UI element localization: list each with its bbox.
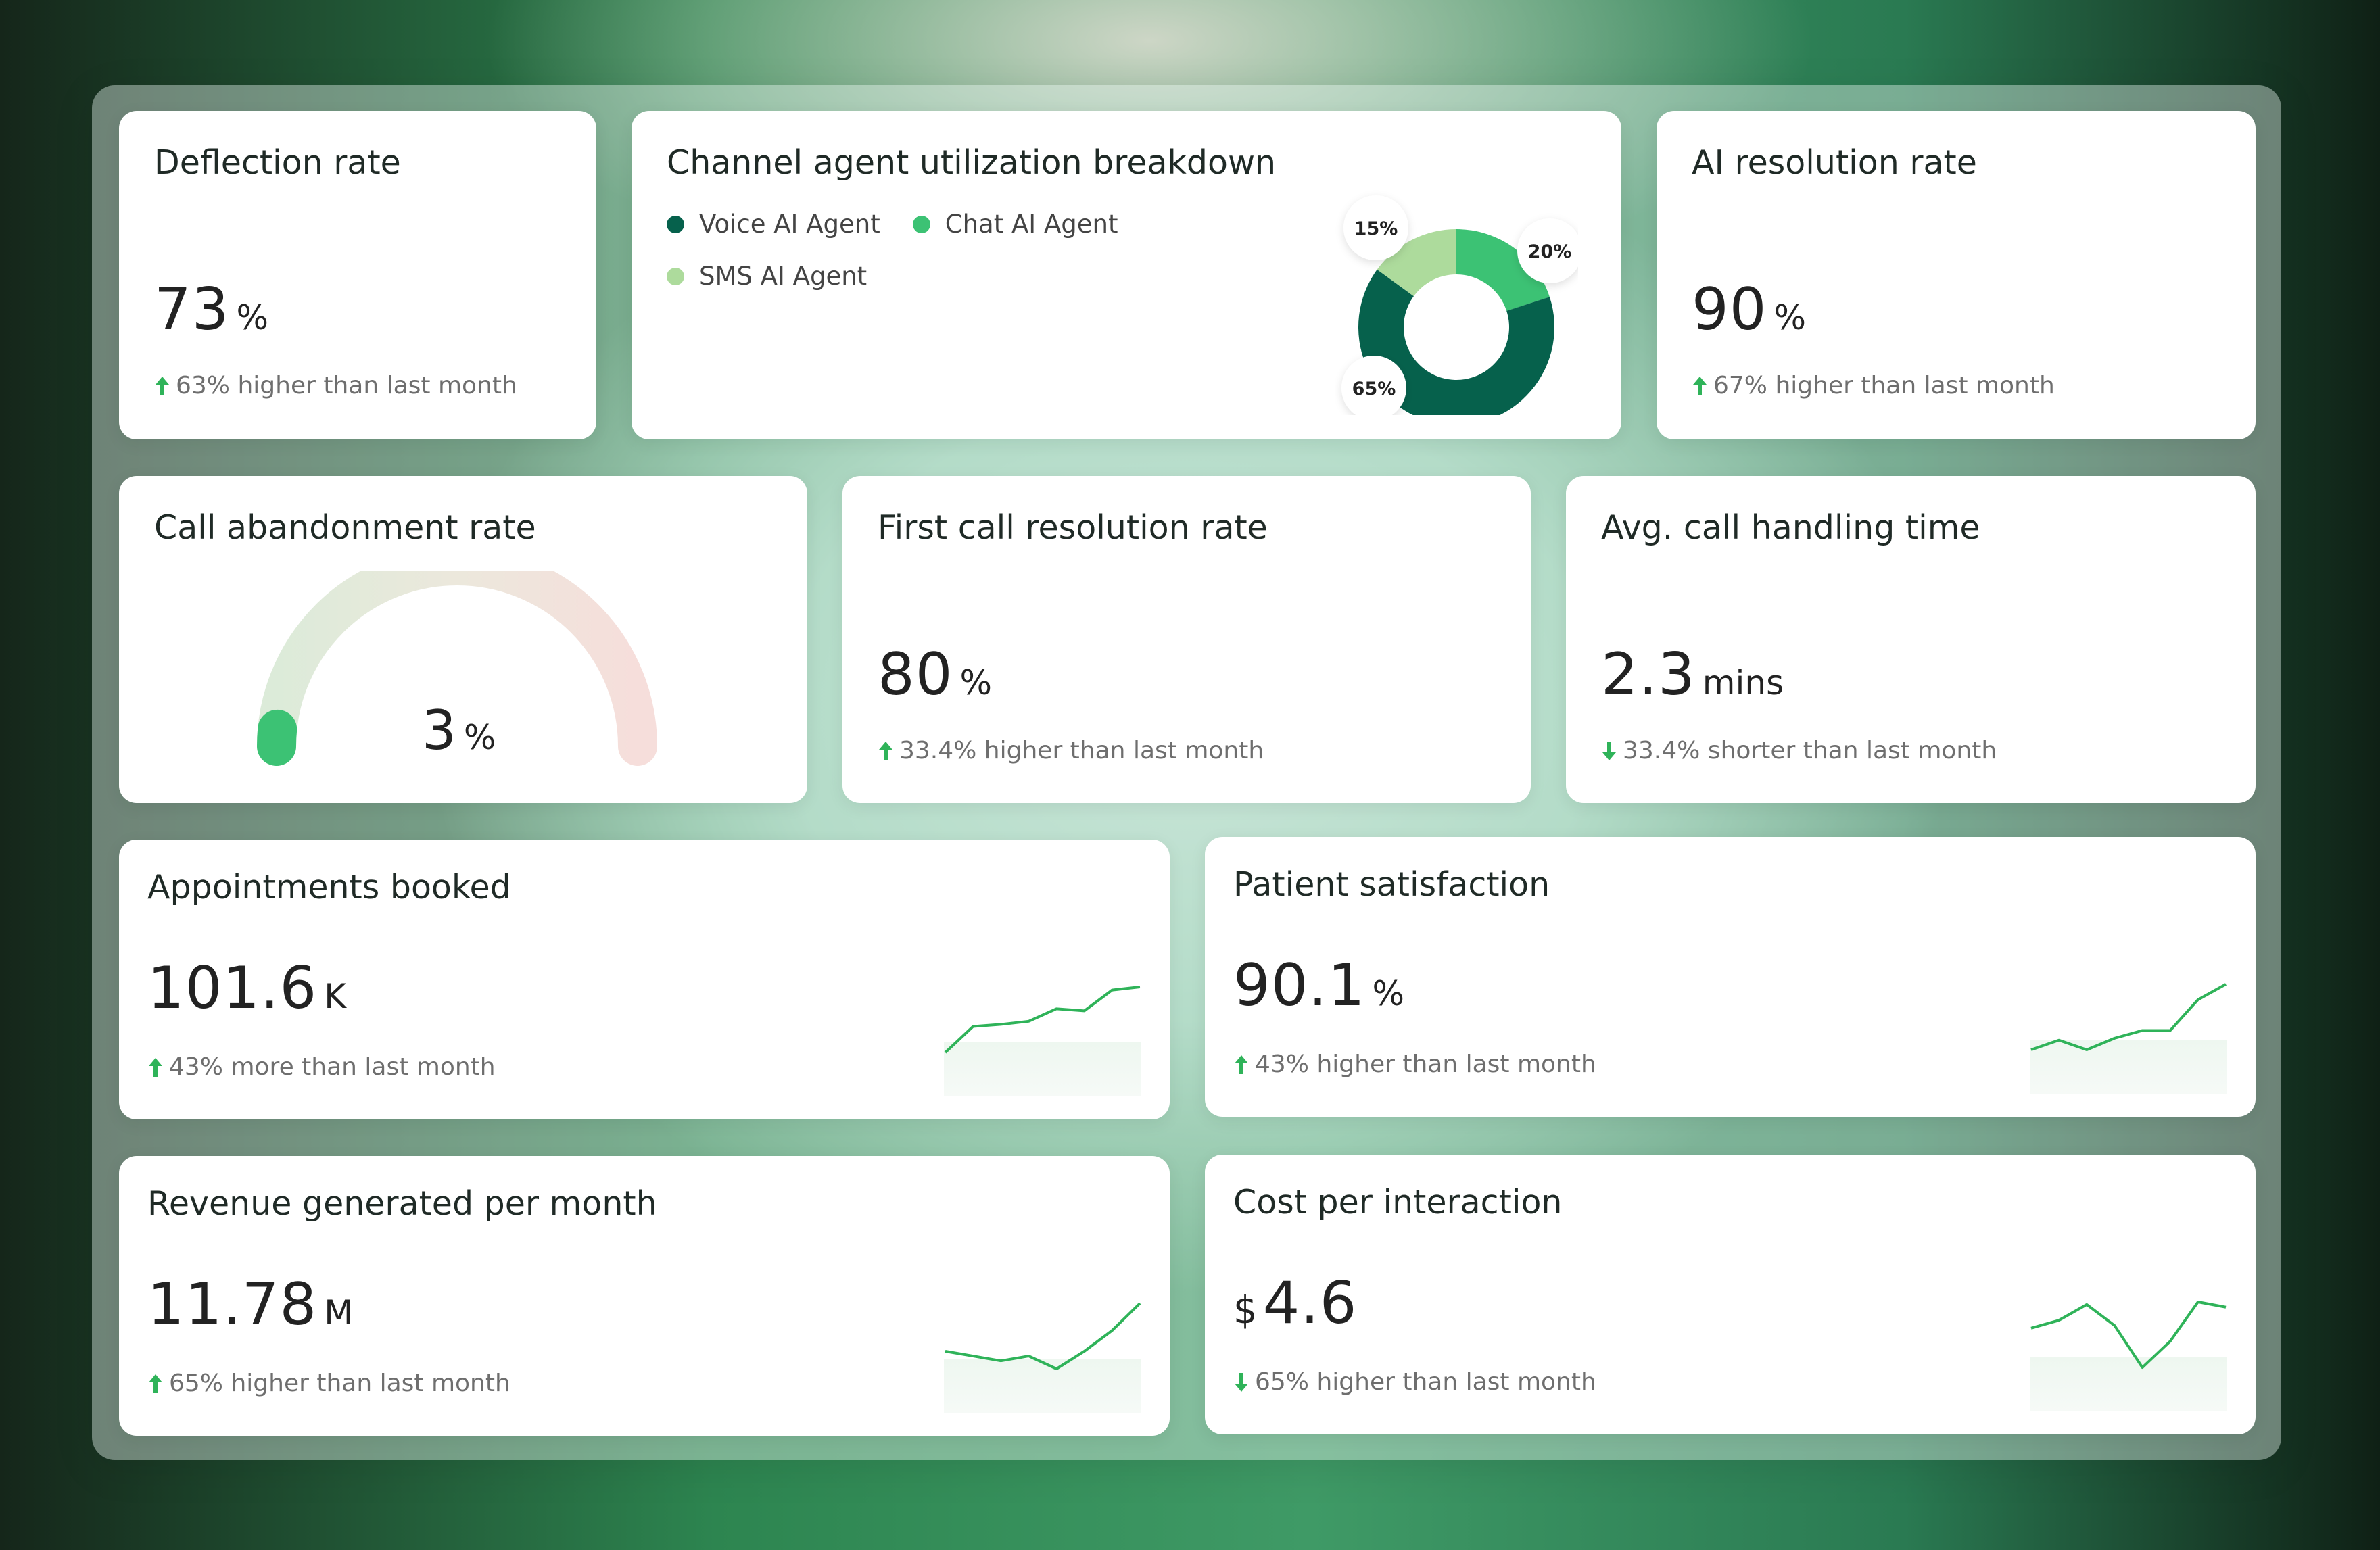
slice-label: 20% xyxy=(1528,241,1572,262)
arrow-up-icon xyxy=(879,741,892,760)
slice-label-bubble: 15% xyxy=(1343,195,1408,260)
card-title: First call resolution rate xyxy=(878,508,1268,547)
call-abandonment-card[interactable]: Call abandonment rate 3% xyxy=(119,476,807,803)
avg-handling-time-card[interactable]: Avg. call handling time 2.3 mins 33.4% sh… xyxy=(1566,476,2256,803)
slice-label: 15% xyxy=(1354,218,1398,239)
sparkline-line xyxy=(2030,983,2227,1051)
metric-value: 3% xyxy=(422,699,496,762)
legend-item-chat: Chat AI Agent xyxy=(912,210,1118,239)
card-title: Channel agent utilization breakdown xyxy=(667,143,1277,182)
ai-resolution-card[interactable]: AI resolution rate 90% 67% higher than l… xyxy=(1657,111,2256,439)
metric-value: 11.78 M xyxy=(147,1271,354,1338)
sparkline-chart xyxy=(944,986,1141,1096)
slice-voice[interactable] xyxy=(1358,269,1554,415)
slice-label-bubble: 65% xyxy=(1341,356,1406,415)
arrow-up-icon xyxy=(149,1057,162,1077)
card-title: Avg. call handling time xyxy=(1601,508,1980,547)
chart-legend: Voice AI Agent Chat AI Agent SMS AI Agen… xyxy=(667,210,1275,291)
trend-line: 33.4% higher than last month xyxy=(878,737,1264,765)
trend-line: 65% higher than last month xyxy=(1233,1368,1596,1396)
sparkline-area xyxy=(2030,1040,2227,1094)
card-title: Appointments booked xyxy=(147,868,511,906)
slice-chat[interactable] xyxy=(1456,229,1550,311)
trend-line: 65% higher than last month xyxy=(147,1370,510,1397)
sparkline-area xyxy=(2030,1357,2227,1411)
cost-per-interaction-card[interactable]: Cost per interaction $4.6 65% higher tha… xyxy=(1205,1155,2256,1434)
gauge-track xyxy=(257,571,657,766)
legend-item-voice: Voice AI Agent xyxy=(667,210,880,239)
metric-value: $4.6 xyxy=(1233,1269,1358,1337)
donut-chart: 20% 65% 15% xyxy=(1341,195,1578,415)
sparkline-area xyxy=(944,1042,1141,1096)
card-title: AI resolution rate xyxy=(1692,143,1977,182)
arrow-up-icon xyxy=(156,376,169,395)
metric-value: 101.6 K xyxy=(147,954,346,1022)
card-title: Patient satisfaction xyxy=(1233,865,1550,904)
patient-satisfaction-card[interactable]: Patient satisfaction 90.1% 43% higher th… xyxy=(1205,837,2256,1117)
arrow-up-icon xyxy=(1693,376,1707,395)
arrow-down-icon xyxy=(1235,1372,1248,1392)
appointments-booked-card[interactable]: Appointments booked 101.6 K 43% more than… xyxy=(119,840,1170,1119)
trend-line: 63% higher than last month xyxy=(154,372,517,399)
channel-utilization-card[interactable]: Channel agent utilization breakdown Voic… xyxy=(632,111,1621,439)
card-title: Revenue generated per month xyxy=(147,1184,657,1223)
metric-value: 73% xyxy=(154,276,268,343)
card-title: Cost per interaction xyxy=(1233,1183,1563,1221)
revenue-per-month-card[interactable]: Revenue generated per month 11.78 M 65% h… xyxy=(119,1156,1170,1436)
first-call-resolution-card[interactable]: First call resolution rate 80% 33.4% hig… xyxy=(842,476,1531,803)
arrow-up-icon xyxy=(1235,1055,1248,1074)
sparkline-chart xyxy=(2030,1301,2227,1411)
arrow-up-icon xyxy=(149,1374,162,1393)
card-title: Call abandonment rate xyxy=(154,508,536,547)
arrow-down-icon xyxy=(1602,741,1616,760)
legend-item-sms: SMS AI Agent xyxy=(667,262,1275,291)
slice-label-bubble: 20% xyxy=(1517,218,1578,283)
sparkline-chart xyxy=(2030,983,2227,1094)
trend-line: 67% higher than last month xyxy=(1692,372,2055,399)
metric-value: 90% xyxy=(1692,276,1806,343)
sparkline-area xyxy=(944,1359,1141,1413)
sparkline-line xyxy=(944,986,1141,1054)
metric-value: 90.1% xyxy=(1233,952,1404,1019)
slice-label: 65% xyxy=(1352,379,1396,399)
sparkline-chart xyxy=(944,1302,1141,1413)
gauge-chart xyxy=(257,571,657,766)
slice-sms[interactable] xyxy=(1377,229,1456,297)
trend-line: 43% more than last month xyxy=(147,1053,496,1081)
metric-value: 2.3 mins xyxy=(1601,641,1784,708)
trend-line: 33.4% shorter than last month xyxy=(1601,737,1997,765)
sparkline-line xyxy=(945,1302,1141,1370)
sparkline-line xyxy=(2030,1301,2227,1369)
card-title: Deflection rate xyxy=(154,143,401,182)
metric-value: 80% xyxy=(878,641,992,708)
deflection-rate-card[interactable]: Deflection rate 73% 63% higher than last… xyxy=(119,111,596,439)
trend-line: 43% higher than last month xyxy=(1233,1050,1596,1078)
